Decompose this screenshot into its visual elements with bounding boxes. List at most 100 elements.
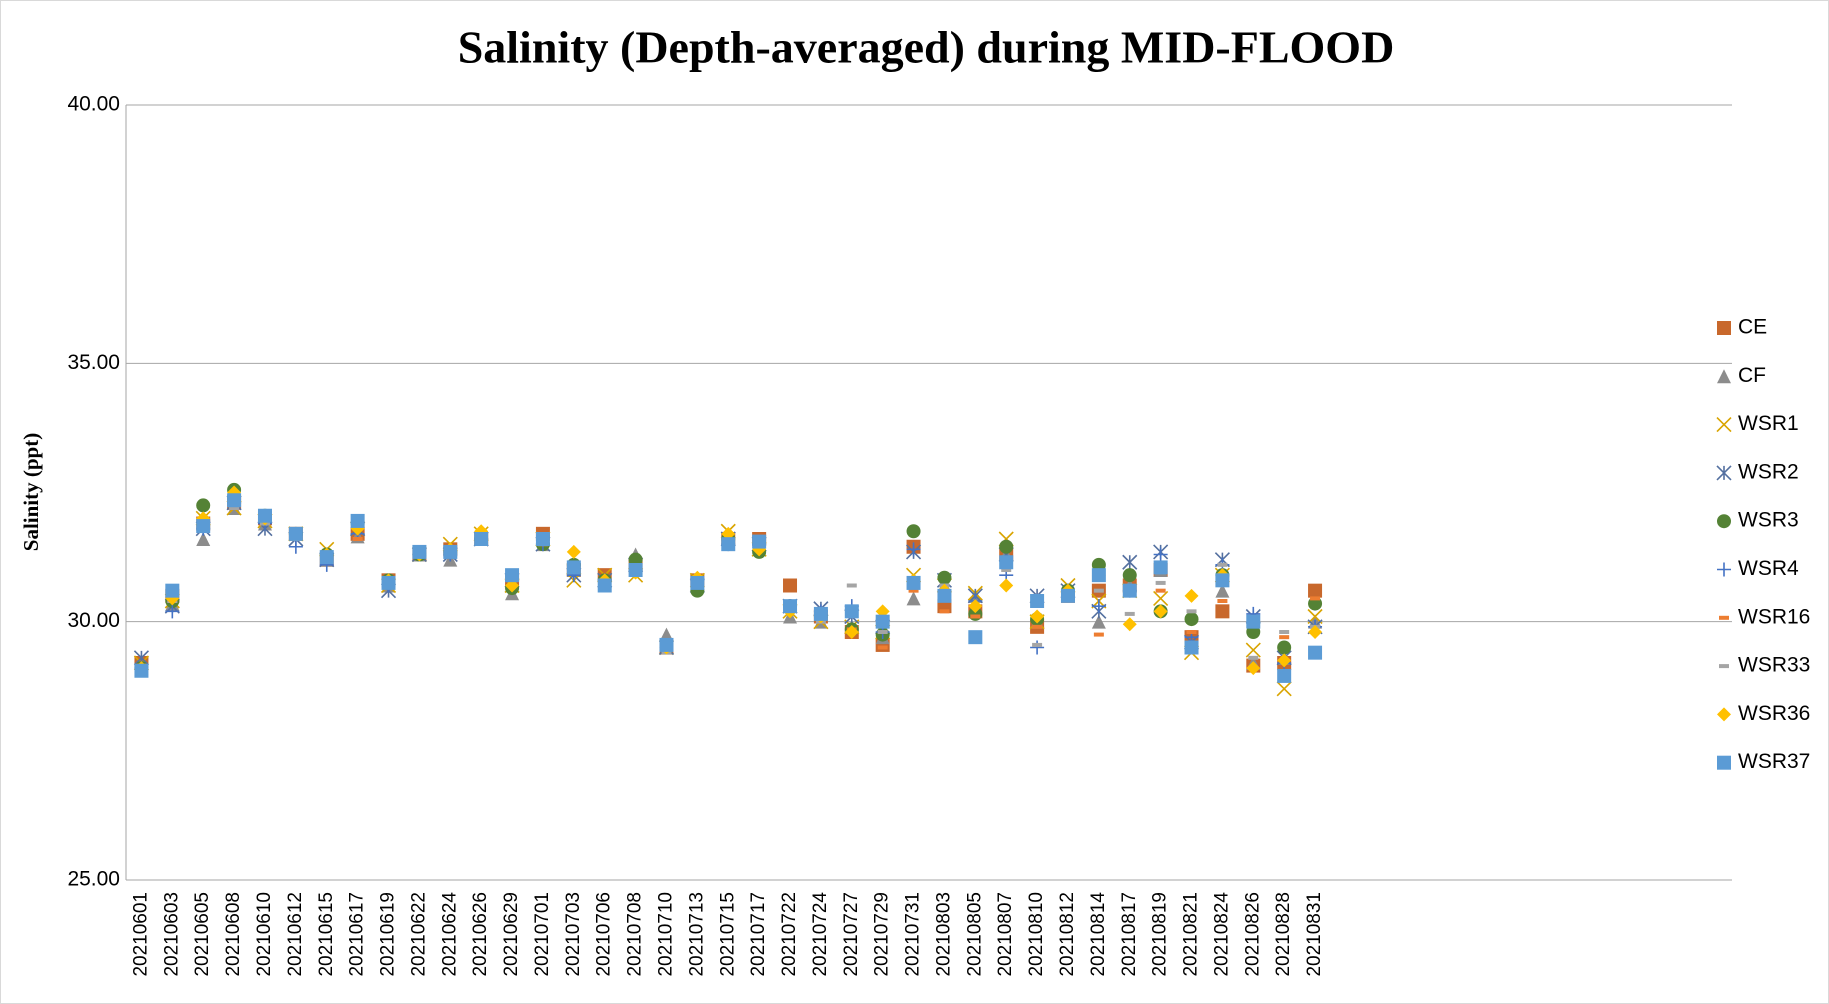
data-point (1308, 625, 1323, 639)
data-point (1030, 594, 1045, 608)
data-point (1001, 568, 1012, 572)
data-point (196, 519, 211, 534)
data-point (597, 578, 612, 593)
legend-label: CF (1738, 364, 1766, 387)
x-tick-label: 20210819 (1150, 892, 1171, 977)
data-point (1245, 642, 1261, 658)
x-tick-label: 20210715 (717, 892, 738, 977)
x-tick-label: 20210624 (439, 892, 460, 977)
data-point (968, 599, 983, 614)
data-point (1060, 588, 1075, 603)
data-point (906, 591, 921, 606)
data-point (1122, 617, 1137, 632)
data-point (1032, 642, 1043, 647)
data-point (1122, 583, 1137, 598)
x-tick-label: 20210713 (686, 892, 707, 977)
data-point (1246, 614, 1261, 629)
data-point (1122, 568, 1137, 583)
data-point (352, 537, 363, 541)
x-tick-label: 20210729 (872, 892, 893, 977)
data-point (381, 575, 396, 590)
x-tick-label: 20210826 (1242, 892, 1263, 977)
x-tick-label: 20210821 (1181, 892, 1202, 977)
x-tick-label: 20210605 (192, 892, 213, 977)
data-point (783, 578, 798, 593)
data-point (844, 604, 859, 619)
x-tick-label: 20210724 (810, 892, 831, 977)
data-point (999, 555, 1014, 570)
x-tick-label: 20210608 (223, 892, 244, 977)
x-tick-label: 20210814 (1088, 892, 1109, 977)
data-point (1093, 588, 1104, 593)
data-point (288, 539, 303, 554)
data-point (1215, 604, 1230, 619)
data-point (1217, 562, 1228, 567)
x-tick-label: 20210817 (1119, 892, 1140, 977)
x-tick-label: 20210828 (1273, 892, 1294, 977)
legend-label: WSR2 (1738, 460, 1799, 483)
data-point (659, 637, 674, 652)
data-point (229, 506, 240, 510)
chart-title: Salinity (Depth-averaged) during MID-FLO… (458, 22, 1395, 73)
x-tick-label: 20210727 (841, 892, 862, 977)
x-tick-label: 20210831 (1304, 892, 1325, 977)
data-point (877, 645, 888, 650)
x-tick-label: 20210601 (130, 892, 151, 977)
data-point (1091, 599, 1106, 614)
data-point (970, 614, 981, 619)
data-point (165, 583, 180, 598)
x-tick-label: 20210626 (470, 892, 491, 977)
x-tick-label: 20210731 (903, 892, 924, 977)
data-point (908, 588, 919, 593)
data-point (1215, 583, 1230, 598)
data-point (1091, 568, 1106, 583)
data-point (227, 493, 242, 508)
x-tick-label: 20210803 (933, 892, 954, 977)
legend-marker (1717, 514, 1731, 529)
x-tick-label: 20210824 (1211, 892, 1232, 977)
legend-marker (1717, 755, 1731, 770)
data-point (1155, 580, 1166, 585)
legend-marker (1719, 664, 1729, 669)
data-point (628, 563, 643, 577)
data-point (1308, 583, 1323, 598)
data-point (319, 550, 334, 565)
data-point (412, 544, 427, 559)
data-point (844, 625, 859, 639)
data-point (196, 532, 211, 546)
data-point (1276, 681, 1292, 697)
data-point (1248, 655, 1259, 660)
data-point (999, 539, 1014, 554)
data-point (813, 606, 828, 621)
data-point (1186, 609, 1197, 614)
x-tick-label: 20210810 (1026, 892, 1047, 977)
x-tick-label: 20210629 (501, 892, 522, 977)
x-tick-label: 20210610 (254, 892, 275, 977)
data-point (505, 568, 520, 583)
x-tick-label: 20210701 (532, 892, 553, 977)
x-tick-label: 20210807 (995, 892, 1016, 977)
legend-label: WSR36 (1738, 702, 1810, 725)
data-point (1184, 612, 1199, 627)
data-point (1153, 590, 1169, 606)
data-point (968, 630, 983, 645)
data-point (999, 578, 1014, 593)
x-tick-label: 20210717 (748, 892, 769, 977)
data-point (1153, 547, 1168, 562)
legend-marker (1719, 615, 1729, 620)
data-point (1310, 596, 1321, 601)
legend-marker (1717, 707, 1731, 722)
data-point (443, 544, 458, 559)
legend-marker (1716, 417, 1732, 433)
legend-label: WSR16 (1738, 605, 1810, 628)
x-tick-label: 20210615 (316, 892, 337, 977)
legend-label: WSR33 (1738, 654, 1810, 677)
data-point (1277, 668, 1292, 683)
data-point (721, 537, 736, 552)
legend-label: WSR4 (1738, 557, 1799, 580)
data-point (937, 588, 952, 603)
data-point (1124, 611, 1135, 616)
data-point (1186, 630, 1197, 634)
data-point (1277, 640, 1292, 655)
